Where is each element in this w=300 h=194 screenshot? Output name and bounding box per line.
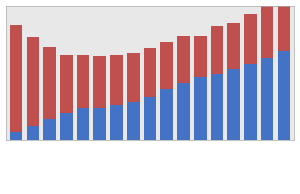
Bar — [244, 14, 257, 64]
Bar — [278, 51, 290, 140]
Bar — [94, 56, 106, 108]
Bar — [110, 55, 123, 105]
Bar — [60, 113, 73, 140]
Bar — [278, 0, 290, 51]
Bar — [227, 23, 240, 69]
Bar — [211, 26, 223, 74]
Bar — [26, 126, 39, 140]
Bar — [77, 55, 89, 108]
Bar — [144, 48, 156, 97]
Bar — [10, 132, 22, 140]
Bar — [194, 36, 206, 77]
Bar — [194, 77, 206, 140]
Bar — [160, 42, 173, 89]
Bar — [110, 105, 123, 140]
Bar — [127, 53, 140, 102]
Bar — [10, 25, 22, 132]
Bar — [144, 97, 156, 140]
Bar — [127, 102, 140, 140]
Bar — [261, 6, 274, 58]
Bar — [26, 37, 39, 126]
Bar — [160, 89, 173, 140]
Bar — [43, 47, 56, 119]
Bar — [211, 74, 223, 140]
Bar — [177, 36, 190, 83]
Bar — [261, 58, 274, 140]
Bar — [244, 64, 257, 140]
Bar — [94, 108, 106, 140]
Bar — [43, 119, 56, 140]
Bar — [77, 108, 89, 140]
Bar — [177, 83, 190, 140]
Bar — [60, 55, 73, 113]
Bar — [227, 69, 240, 140]
